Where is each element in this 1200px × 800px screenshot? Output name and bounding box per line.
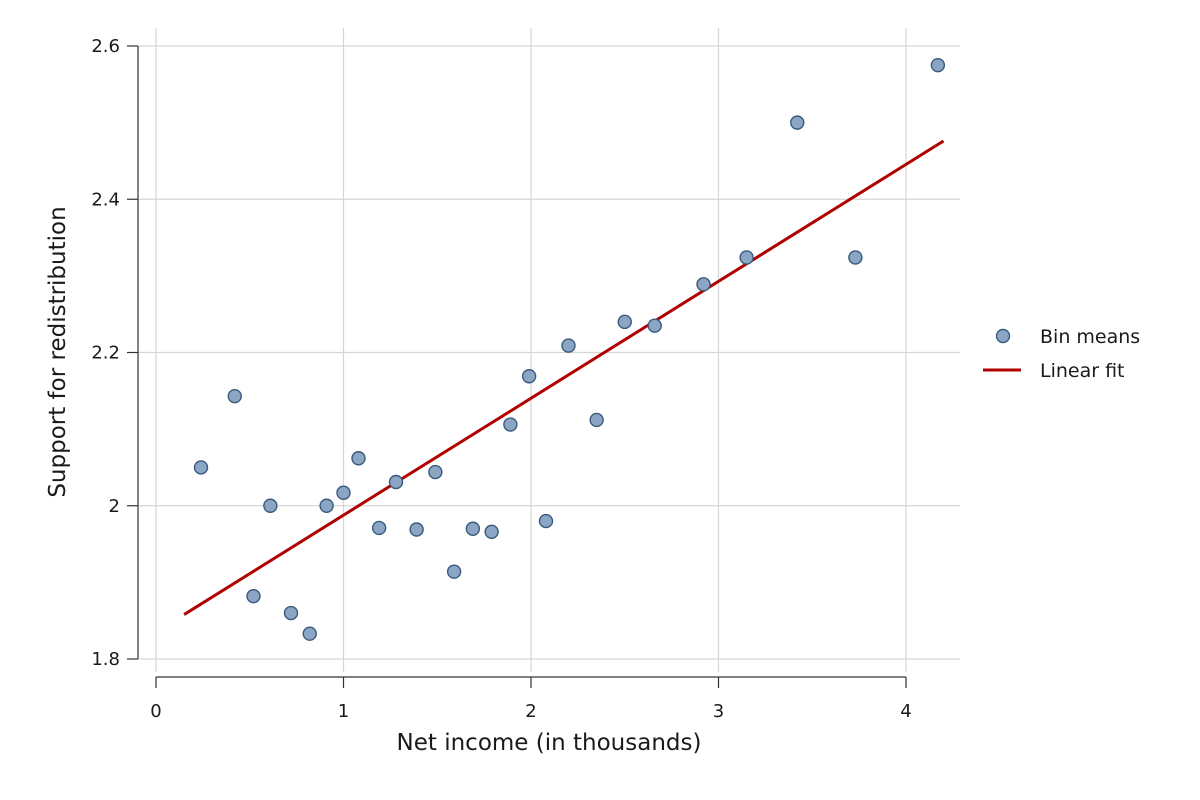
y-tick-label: 2.2: [91, 343, 120, 364]
bin-mean-point: [193, 460, 209, 475]
bin-mean-point: [848, 250, 863, 265]
bin-mean-point: [930, 57, 946, 73]
legend-label-linear-fit: Linear fit: [1040, 360, 1125, 382]
bin-mean-point: [503, 417, 518, 432]
y-tick-label: 2: [109, 496, 120, 517]
bin-mean-point: [446, 564, 462, 579]
x-tick-label: 3: [713, 701, 724, 722]
grid: [138, 28, 960, 672]
bin-mean-point: [351, 451, 366, 466]
bin-mean-point: [790, 115, 805, 130]
bin-mean-point: [484, 524, 499, 540]
points-layer: [193, 57, 946, 641]
bin-mean-point: [409, 522, 424, 537]
x-tick-label: 2: [525, 701, 536, 722]
x-axis-title: Net income (in thousands): [397, 730, 702, 756]
bin-mean-point: [263, 498, 278, 513]
y-tick-label: 2.6: [91, 36, 120, 57]
x-tick-label: 4: [900, 701, 911, 722]
axes: [137, 46, 906, 678]
bin-mean-point: [336, 485, 351, 500]
bin-mean-point: [388, 474, 404, 490]
x-tick-label: 0: [150, 701, 161, 722]
y-axis-title: Support for redistribution: [45, 206, 71, 497]
y-tick-label: 1.8: [91, 649, 120, 670]
bin-mean-point: [319, 498, 334, 513]
legend-label-bin-means: Bin means: [1040, 326, 1140, 348]
ticks: 1.8 2 2.2 2.4 2.6 0 1 2 3 4: [91, 36, 911, 722]
legend: Bin means Linear fit: [983, 326, 1140, 382]
bin-mean-point: [538, 513, 554, 529]
bin-mean-point: [371, 520, 387, 536]
y-tick-label: 2.4: [91, 189, 120, 210]
bin-mean-point: [617, 314, 632, 330]
bin-mean-point: [246, 588, 261, 604]
legend-marker-bin-means: [995, 328, 1011, 344]
x-tick-label: 1: [338, 701, 349, 722]
bin-mean-point: [696, 277, 711, 292]
bin-mean-point: [428, 464, 443, 480]
bin-mean-point: [521, 369, 537, 384]
bin-mean-point: [302, 626, 317, 641]
bin-mean-point: [227, 388, 242, 404]
bin-mean-point: [283, 605, 299, 621]
bin-mean-point: [589, 412, 604, 428]
bin-mean-point: [647, 318, 662, 333]
fit-line-layer: [183, 139, 945, 616]
bin-mean-point: [465, 521, 481, 536]
bin-mean-point: [739, 250, 754, 265]
linear-fit-line: [183, 139, 945, 616]
bin-mean-point: [561, 338, 576, 353]
